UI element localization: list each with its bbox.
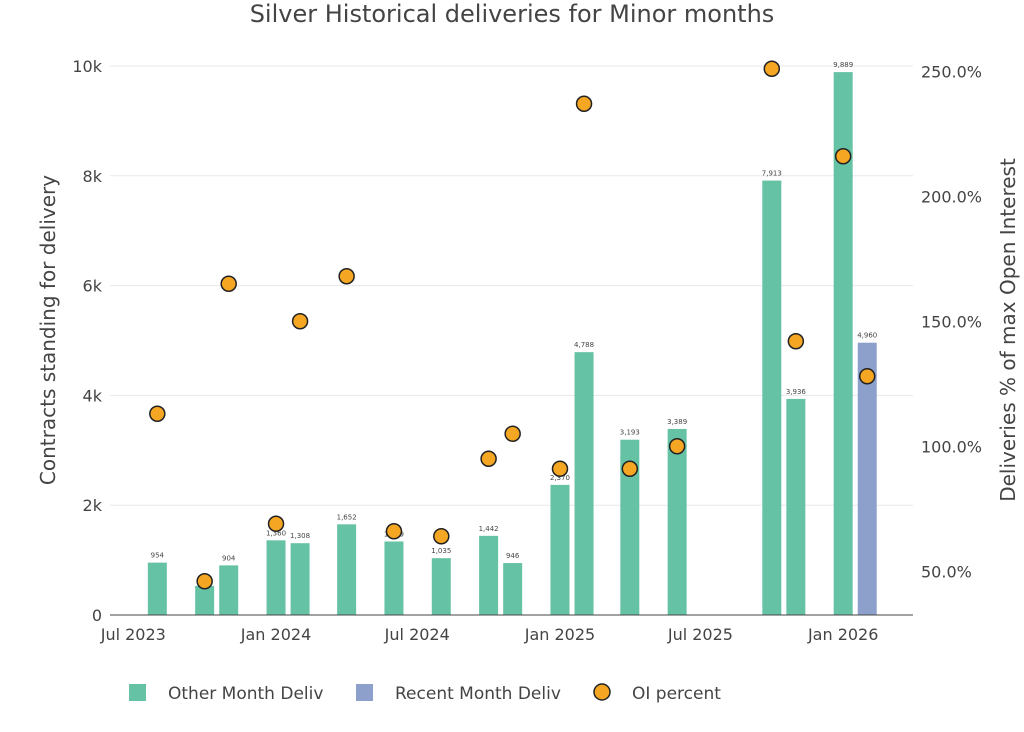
bar-2026-01-01[interactable] xyxy=(833,72,853,616)
y2-tick-label: 200.0% xyxy=(921,187,982,206)
bar-2025-10-01[interactable] xyxy=(762,180,782,615)
x-tick-label: Jan 2026 xyxy=(807,625,878,644)
bar-value-label: 4,960 xyxy=(857,332,877,340)
legend-swatch-other-month[interactable] xyxy=(129,684,146,701)
bar-value-label: 3,936 xyxy=(786,388,807,396)
x-tick-label: Jul 2024 xyxy=(384,625,450,644)
bar-2024-08-01[interactable] xyxy=(431,558,451,615)
legend-label-oi-percent: OI percent xyxy=(632,684,721,704)
y-tick-label: 10k xyxy=(72,57,102,76)
oi-point-2025-02-01[interactable] xyxy=(575,95,593,112)
y2-tick-label: 150.0% xyxy=(921,312,982,331)
bar-2025-11-01[interactable] xyxy=(786,398,806,615)
bar-2025-04-01[interactable] xyxy=(620,439,640,615)
oi-point-2024-10-01[interactable] xyxy=(480,450,497,467)
bar-value-label: 9,889 xyxy=(833,61,853,69)
y-axis-ticks: 0 2k 4k 6k 8k 10k xyxy=(72,57,102,625)
bar-2025-01-01[interactable] xyxy=(550,484,570,615)
oi-point-2024-11-01[interactable] xyxy=(504,425,521,442)
legend-label-recent-month: Recent Month Deliv xyxy=(395,684,561,704)
bar-2025-06-01[interactable] xyxy=(667,428,687,615)
oi-point-2023-08-01[interactable] xyxy=(149,405,166,422)
y-tick-label: 0 xyxy=(92,606,102,625)
y-tick-label: 8k xyxy=(83,167,103,186)
oi-point-2025-10-01[interactable] xyxy=(763,60,781,77)
bar-value-label: 946 xyxy=(506,552,520,560)
bar-value-label: 2,370 xyxy=(550,474,570,482)
x-axis-ticks: Jul 2023 Jan 2024 Jul 2024 Jan 2025 Jul 2025… xyxy=(100,625,879,644)
oi-point-2025-01-01[interactable] xyxy=(551,460,569,477)
bar-value-label: 3,193 xyxy=(620,429,640,437)
bar-value-label: 1,308 xyxy=(290,532,310,540)
bar-value-label: 1,360 xyxy=(266,529,286,537)
bar-value-label: 954 xyxy=(151,552,165,560)
legend-marker-oi-percent[interactable] xyxy=(593,683,611,701)
y-axis-title: Contracts standing for delivery xyxy=(36,175,60,485)
bar-2024-11-01[interactable] xyxy=(503,563,523,615)
y-tick-label: 6k xyxy=(83,277,103,296)
legend: Other Month Deliv Recent Month Deliv OI … xyxy=(129,683,721,704)
bar-2023-10-01[interactable] xyxy=(195,585,215,615)
oi-point-2025-06-01[interactable] xyxy=(668,438,686,455)
oi-point-2025-11-01[interactable] xyxy=(787,333,805,350)
bar-value-label: 3,389 xyxy=(667,418,687,426)
legend-label-other-month: Other Month Deliv xyxy=(168,684,323,704)
oi-percent-points xyxy=(149,60,876,590)
y-tick-label: 2k xyxy=(83,496,103,515)
bars xyxy=(147,72,877,616)
oi-point-2026-02-01[interactable] xyxy=(858,368,876,385)
bar-value-label: 1,035 xyxy=(431,547,451,555)
oi-point-2024-04-01[interactable] xyxy=(338,268,355,285)
bar-2024-06-01[interactable] xyxy=(384,541,404,615)
oi-point-2025-04-01[interactable] xyxy=(621,460,639,477)
oi-point-2024-02-01[interactable] xyxy=(291,313,309,330)
bar-value-label: 7,913 xyxy=(762,170,782,178)
bar-2026-02-01[interactable] xyxy=(857,342,877,615)
y2-tick-label: 100.0% xyxy=(921,437,982,456)
bar-2023-08-01[interactable] xyxy=(147,562,167,615)
bar-2025-02-01[interactable] xyxy=(574,352,594,615)
bar-value-label: 904 xyxy=(222,554,236,562)
x-tick-label: Jul 2023 xyxy=(100,625,166,644)
bar-value-label: 1,652 xyxy=(337,513,357,521)
bar-value-label: 4,788 xyxy=(574,341,594,349)
bar-value-label: 1,442 xyxy=(479,525,499,533)
y2-tick-label: 250.0% xyxy=(921,62,982,81)
x-tick-label: Jan 2024 xyxy=(240,625,311,644)
bar-2024-10-01[interactable] xyxy=(479,535,499,615)
y2-axis-title: Deliveries % of max Open Interest xyxy=(996,158,1020,502)
bar-2024-01-01[interactable] xyxy=(266,540,286,615)
bar-2023-11-01[interactable] xyxy=(219,565,239,615)
oi-point-2023-10-01[interactable] xyxy=(196,573,213,590)
chart-title: Silver Historical deliveries for Minor m… xyxy=(250,0,775,28)
y2-tick-label: 50.0% xyxy=(921,562,972,581)
oi-point-2024-06-01[interactable] xyxy=(385,523,403,540)
bar-2024-04-01[interactable] xyxy=(337,524,357,615)
x-tick-label: Jul 2025 xyxy=(667,625,733,644)
x-tick-label: Jan 2025 xyxy=(524,625,595,644)
y2-axis-ticks: 50.0% 100.0% 150.0% 200.0% 250.0% xyxy=(921,62,982,581)
legend-swatch-recent-month[interactable] xyxy=(356,684,373,701)
bar-2024-02-01[interactable] xyxy=(290,543,310,615)
oi-point-2026-01-01[interactable] xyxy=(834,148,852,165)
y-tick-label: 4k xyxy=(83,386,103,405)
oi-point-2024-08-01[interactable] xyxy=(433,528,450,545)
oi-point-2024-01-01[interactable] xyxy=(267,515,285,532)
oi-point-2023-11-01[interactable] xyxy=(220,275,237,292)
